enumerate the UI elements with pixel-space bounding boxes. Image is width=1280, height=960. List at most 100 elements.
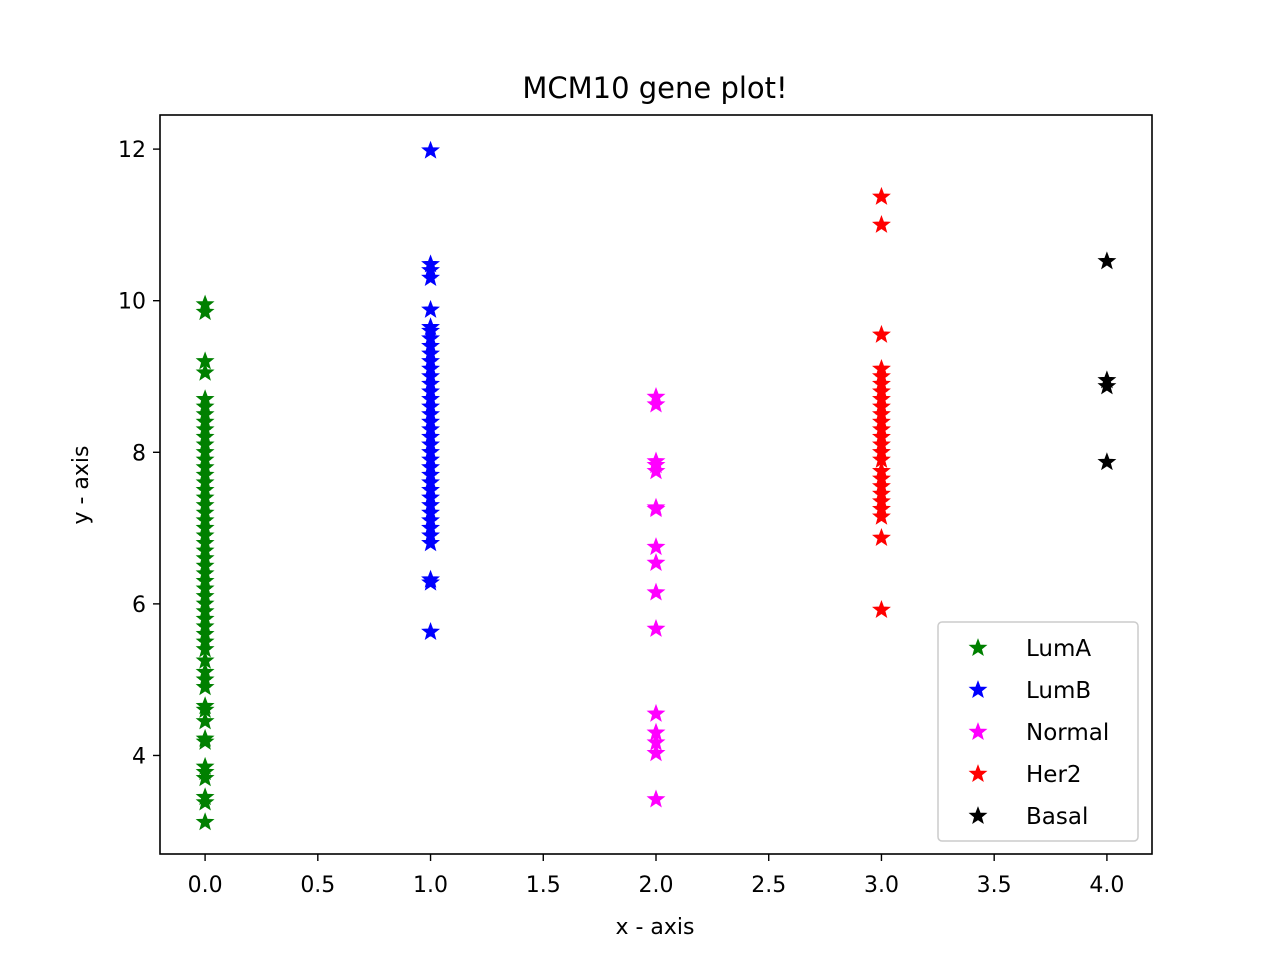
- data-point: [195, 442, 215, 461]
- data-point: [195, 563, 215, 582]
- data-point: [421, 533, 440, 552]
- y-tick-label: 8: [132, 441, 146, 466]
- x-tick-label: 3.5: [977, 873, 1012, 898]
- data-point: [421, 260, 440, 279]
- data-point: [195, 677, 215, 696]
- data-point: [195, 449, 215, 468]
- data-point: [872, 528, 891, 546]
- y-tick-label: 4: [132, 744, 146, 769]
- data-point: [646, 387, 666, 405]
- data-point: [646, 789, 666, 808]
- data-point: [195, 533, 215, 552]
- data-point: [195, 787, 215, 806]
- data-point: [421, 366, 440, 385]
- data-point: [195, 389, 215, 408]
- data-point: [872, 214, 891, 233]
- data-point: [646, 553, 666, 571]
- data-point: [421, 621, 440, 640]
- data-point: [195, 593, 215, 612]
- data-point: [421, 299, 440, 318]
- data-point: [421, 457, 440, 476]
- y-tick-label: 10: [118, 290, 146, 315]
- data-point: [195, 669, 215, 688]
- data-point: [195, 548, 215, 567]
- data-point: [1097, 370, 1117, 389]
- data-point: [421, 336, 440, 355]
- data-point: [872, 186, 891, 205]
- data-point: [421, 389, 440, 408]
- y-tick-label: 12: [118, 138, 146, 163]
- data-point: [1097, 376, 1117, 395]
- data-point: [872, 442, 891, 461]
- legend-label: Basal: [1026, 804, 1088, 830]
- data-point: [195, 487, 215, 506]
- data-point: [421, 254, 440, 273]
- data-point: [195, 540, 215, 559]
- data-point: [195, 480, 215, 499]
- data-point: [872, 434, 891, 453]
- data-point: [195, 768, 215, 787]
- data-point: [872, 484, 891, 503]
- data-point: [195, 756, 215, 775]
- data-point: [872, 389, 891, 408]
- legend-marker: [968, 722, 988, 741]
- data-point: [872, 506, 891, 525]
- data-point: [195, 624, 215, 643]
- legend-label: LumA: [1026, 636, 1091, 662]
- data-point: [872, 499, 891, 518]
- data-point: [195, 609, 215, 628]
- series-her2: [872, 186, 891, 618]
- legend-marker: [968, 638, 988, 657]
- data-point: [872, 324, 891, 343]
- data-point: [195, 362, 215, 381]
- legend-label: LumB: [1026, 678, 1091, 704]
- y-tick-label: 6: [132, 593, 146, 618]
- data-point: [195, 639, 215, 658]
- data-point: [421, 480, 440, 499]
- data-point: [421, 427, 440, 446]
- x-tick-label: 4.0: [1089, 873, 1124, 898]
- plot-area: [195, 140, 1117, 831]
- data-point: [195, 762, 215, 781]
- series-lumb: [421, 140, 440, 640]
- data-point: [646, 394, 666, 413]
- data-point: [872, 427, 891, 446]
- legend-marker: [968, 806, 988, 825]
- data-point: [195, 294, 215, 313]
- data-point: [421, 404, 440, 423]
- x-tick-label: 2.5: [751, 873, 786, 898]
- data-point: [421, 449, 440, 468]
- data-point: [421, 412, 440, 431]
- data-point: [195, 650, 215, 669]
- data-point: [872, 491, 891, 510]
- data-point: [195, 571, 215, 590]
- series-normal: [646, 387, 666, 808]
- data-point: [421, 465, 440, 484]
- data-point: [195, 302, 215, 321]
- data-point: [195, 495, 215, 514]
- legend-box: [937, 621, 1139, 842]
- data-point: [195, 812, 215, 831]
- x-tick-label: 0.5: [300, 873, 335, 898]
- series-luma: [195, 294, 215, 831]
- axes: 0.0 0.5 1.0 1.5 2.0 2.5 3.0 3.5 4.0 4 6 8 10 12: [118, 114, 1153, 898]
- data-point: [646, 722, 666, 741]
- data-point: [872, 600, 891, 618]
- data-point: [872, 358, 891, 377]
- data-point: [872, 476, 891, 495]
- data-point: [646, 497, 666, 516]
- data-point: [195, 472, 215, 491]
- data-point: [421, 419, 440, 438]
- data-point: [421, 472, 440, 491]
- data-point: [872, 419, 891, 438]
- data-point: [646, 743, 666, 762]
- data-point: [421, 510, 440, 529]
- data-point: [421, 396, 440, 415]
- data-point: [195, 457, 215, 476]
- x-tick-label: 2.0: [639, 873, 674, 898]
- data-point: [195, 351, 215, 370]
- data-point: [872, 381, 891, 400]
- data-point: [421, 381, 440, 400]
- data-point: [646, 703, 666, 722]
- data-point: [195, 427, 215, 446]
